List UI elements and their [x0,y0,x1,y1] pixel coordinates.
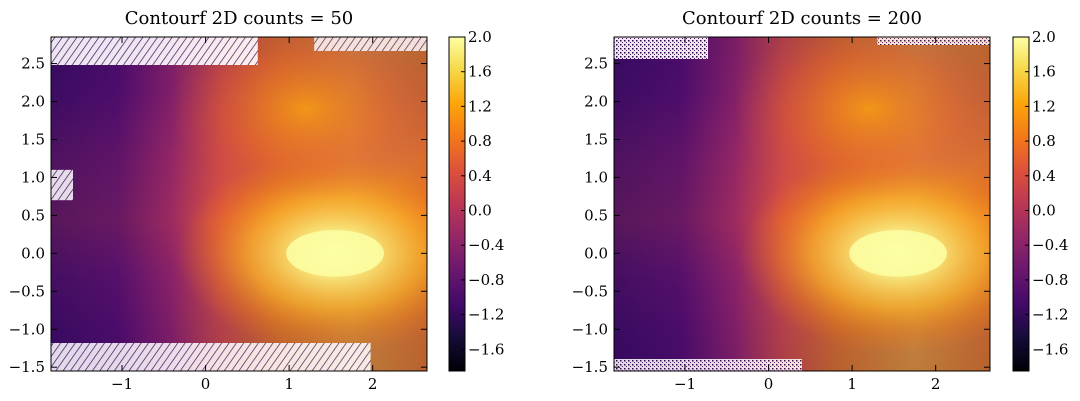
y-tick-label: 0.5 [21,206,45,224]
y-tick-label: 1.0 [21,168,45,186]
x-tick-label: 2 [368,375,378,393]
y-tick-label: 1.5 [584,130,608,148]
top-right-edge-artifact [877,37,990,45]
peak-core [849,229,947,277]
colorbar-tick-label: 0.0 [1032,202,1056,220]
y-tick-label: −1.0 [572,320,608,338]
y-tick-label: −1.5 [9,358,45,376]
chart-title: Contourf 2D counts = 50 [125,8,353,29]
colorbar-tick-label: 0.8 [1032,132,1056,150]
heatmap-field [51,37,427,371]
chart-title: Contourf 2D counts = 200 [682,8,922,29]
y-tick-label: 0.0 [584,244,608,262]
chart-panel-contourf-200: Contourf 2D counts = 200 −1 0 1 2 −1.5 −1.0 −0.… [572,8,1069,393]
colorbar-tick-label: 0.4 [1032,167,1056,185]
colorbar-tick-label: −0.8 [1032,271,1068,289]
top-edge-artifact [51,37,258,65]
colorbar-tick-label: −0.4 [1032,236,1068,254]
bottom-edge-artifact [51,343,371,371]
y-tick-label: 2.5 [584,55,608,73]
y-tick-label: 0.0 [21,244,45,262]
colorbar-tick-label: −0.8 [468,271,504,289]
chart-panel-contourf-50: Contourf 2D counts = 50 −1 0 1 2 −1.5 −1.0 −0.5… [9,8,505,393]
colorbar-tick-label: −0.4 [468,236,504,254]
colorbar-tick-label: 2.0 [468,28,492,46]
x-tick-label: −1 [111,375,133,393]
colorbar [448,36,466,372]
x-tick-label: 0 [201,375,211,393]
colorbar-tick-label: 2.0 [1032,28,1056,46]
x-tick-label: 1 [847,375,857,393]
colorbar-tick-label: −1.2 [468,306,504,324]
y-tick-label: 2.0 [584,93,608,111]
colorbar-tick-label: 1.6 [468,63,492,81]
x-tick-label: 0 [764,375,774,393]
y-tick-label: −1.0 [9,320,45,338]
y-tick-label: 1.5 [21,130,45,148]
colorbar-tick-label: −1.6 [468,340,504,358]
heatmap-field [614,37,990,371]
colorbar [1012,36,1030,372]
y-tick-label: −0.5 [9,282,45,300]
colorbar-tick-label: 1.2 [1032,97,1056,115]
top-right-edge-artifact [314,37,427,51]
y-tick-label: −0.5 [572,282,608,300]
colorbar-tick-label: −1.6 [1032,340,1068,358]
peak-core [286,229,384,277]
colorbar-tick-label: −1.2 [1032,306,1068,324]
bottom-edge-artifact [614,359,802,371]
x-tick-label: 1 [284,375,294,393]
colorbar-tick-label: 1.2 [468,97,492,115]
plot-frame [613,36,991,372]
y-tick-label: 1.0 [584,168,608,186]
colorbar-tick-label: 0.8 [468,132,492,150]
x-tick-label: −1 [674,375,696,393]
top-edge-artifact [614,37,708,59]
y-tick-label: −1.5 [572,358,608,376]
plot-frame [50,36,428,372]
y-tick-label: 0.5 [584,206,608,224]
colorbar-tick-label: 0.0 [468,202,492,220]
left-edge-artifact [51,169,73,201]
colorbar-tick-label: 0.4 [468,167,492,185]
colorbar-tick-label: 1.6 [1032,63,1056,81]
y-tick-label: 2.0 [21,93,45,111]
y-tick-label: 2.5 [21,55,45,73]
x-tick-label: 2 [931,375,941,393]
